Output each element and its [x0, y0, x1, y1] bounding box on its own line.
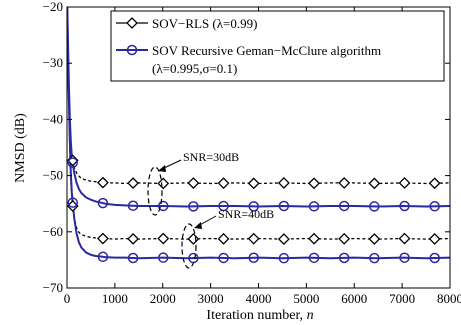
annotation-snr40-ellipse — [181, 223, 197, 269]
series-1-marker-4 — [188, 201, 199, 212]
series-0-marker-8 — [308, 177, 320, 190]
series-1-marker-2 — [127, 200, 139, 211]
series-2-marker-7 — [277, 233, 290, 245]
annotation-snr40-arrowhead — [194, 222, 202, 229]
series-2-marker-0 — [67, 200, 79, 212]
series-0-marker-6 — [247, 177, 260, 190]
legend-label-rls: SOV−RLS (λ=0.99) — [152, 16, 257, 31]
ticks-layer: 0 1000 2000 3000 4000 5000 6000 7000 8000 −20 −30 −… — [43, 0, 461, 306]
series-3-marker-5 — [218, 252, 229, 264]
series-0-marker-4 — [187, 177, 200, 189]
series-1-marker-10 — [369, 201, 380, 212]
series-1-marker-9 — [338, 200, 350, 212]
series-line-3 — [67, 7, 450, 260]
series-2-marker-3 — [157, 232, 170, 245]
x-tick-label-0: 0 — [64, 291, 71, 306]
x-tick-label-8: 8000 — [437, 291, 461, 306]
y-tick-label-2: −40 — [43, 111, 63, 126]
annotation-snr30: SNR=30dB — [147, 150, 239, 216]
series-0-marker-12 — [428, 177, 441, 190]
series-3-marker-0 — [67, 197, 78, 208]
series-0-marker-10 — [368, 177, 381, 190]
series-0-marker-3 — [157, 177, 170, 190]
annotation-snr30-ellipse — [147, 166, 163, 216]
series-2-marker-10 — [368, 233, 381, 245]
series-1-marker-11 — [399, 200, 410, 212]
series-3-marker-9 — [338, 252, 350, 264]
legend-swatch-circle-marker — [126, 44, 138, 56]
x-axis-title-text: Iteration number, — [206, 308, 306, 323]
y-tick-label-1: −30 — [43, 55, 63, 70]
legend-label-gm-line2: (λ=0.995,σ=0.1) — [152, 61, 237, 76]
x-tick-label-6: 6000 — [341, 291, 367, 306]
y-tick-label-4: −60 — [43, 224, 63, 239]
x-axis-title: Iteration number, n — [206, 308, 313, 323]
legend-label-gm-line1: SOV Recursive Geman−McClure algorithm — [152, 43, 381, 58]
series-1-marker-5 — [218, 200, 229, 212]
series-2-marker-6 — [247, 232, 260, 245]
series-2-marker-5 — [217, 232, 230, 245]
series-3-marker-3 — [157, 252, 169, 263]
x-tick-label-1: 1000 — [102, 291, 128, 306]
x-tick-label-5: 5000 — [293, 291, 319, 306]
annotation-snr30-label: SNR=30dB — [183, 150, 239, 164]
series-3-marker-8 — [308, 252, 320, 264]
series-0-marker-7 — [277, 177, 290, 189]
series-3-marker-10 — [369, 252, 380, 264]
series-2-marker-4 — [187, 233, 200, 245]
series-3-marker-2 — [127, 252, 139, 264]
y-tick-label-3: −50 — [43, 168, 63, 183]
series-3-marker-12 — [429, 252, 440, 264]
y-tick-label-5: −70 — [43, 280, 63, 295]
series-3-marker-7 — [278, 252, 290, 264]
series-0-marker-9 — [338, 176, 351, 189]
series-1-marker-3 — [157, 200, 169, 212]
series-3-marker-11 — [399, 252, 410, 263]
series-2-marker-2 — [127, 232, 139, 245]
x-tick-label-2: 2000 — [150, 291, 176, 306]
series-0-marker-1 — [96, 176, 109, 189]
series-1-marker-1 — [97, 197, 109, 209]
x-tick-label-7: 7000 — [389, 291, 415, 306]
x-tick-label-3: 3000 — [198, 291, 224, 306]
series-2-marker-8 — [308, 232, 320, 245]
series-1-marker-8 — [308, 201, 320, 212]
legend-box — [110, 10, 445, 82]
series-line-2 — [67, 7, 450, 240]
x-tick-label-4: 4000 — [246, 291, 272, 306]
series-1-marker-12 — [429, 201, 440, 212]
series-2-marker-12 — [428, 232, 441, 245]
series-1-marker-6 — [248, 201, 259, 212]
y-axis-title: NMSD (dB) — [13, 113, 28, 183]
series-0-marker-2 — [127, 177, 139, 190]
series-0-marker-11 — [398, 177, 411, 189]
annotation-snr30-arrowhead — [158, 165, 166, 172]
y-tick-label-0: −20 — [43, 0, 63, 14]
x-axis-title-variable: n — [307, 308, 314, 323]
series-2-marker-11 — [398, 232, 411, 245]
annotation-snr40-label: SNR=40dB — [218, 207, 274, 221]
series-3-marker-1 — [97, 251, 109, 263]
legend-swatch-diamond-marker — [126, 17, 138, 29]
series-3-marker-6 — [248, 252, 259, 264]
legend: SOV−RLS (λ=0.99) SOV Recursive Geman−McC… — [110, 10, 445, 82]
series-1-marker-0 — [67, 157, 78, 168]
annotation-snr40: SNR=40dB — [181, 207, 274, 269]
series-0-marker-5 — [217, 177, 230, 190]
series-1-marker-7 — [278, 200, 290, 212]
series-2-marker-9 — [338, 232, 351, 245]
series-2-marker-1 — [96, 232, 109, 245]
marker-layer — [67, 154, 441, 264]
